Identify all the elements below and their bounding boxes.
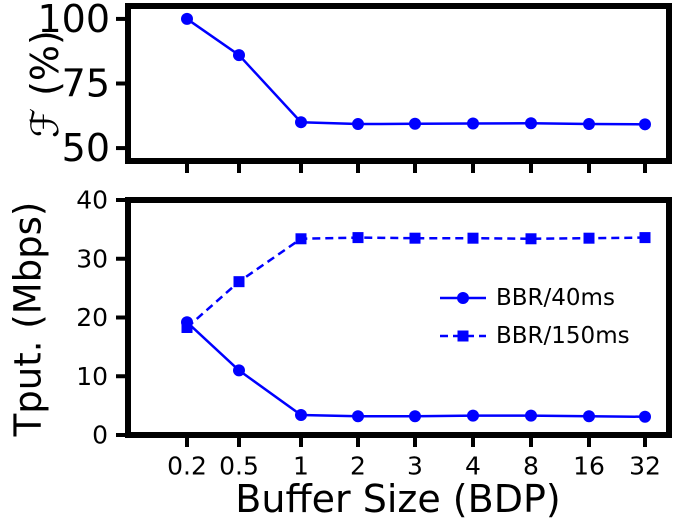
x-tick-label: 2 <box>350 452 366 481</box>
data-point-circle <box>467 117 479 130</box>
data-point-square <box>525 233 537 245</box>
legend: BBR/40ms BBR/150ms <box>440 285 630 349</box>
bottom-series <box>181 232 651 423</box>
y-tick-label: 75 <box>62 62 110 106</box>
y-tick-label: 10 <box>76 362 108 391</box>
data-point-circle <box>639 410 651 423</box>
data-point-circle <box>352 118 364 131</box>
data-point-circle <box>525 409 537 422</box>
x-tick-label: 0.5 <box>219 452 259 481</box>
x-tick-label: 16 <box>573 452 605 481</box>
data-point-square <box>639 232 651 244</box>
data-point-square <box>583 232 595 244</box>
x-axis-label: Buffer Size (BDP) <box>235 477 560 521</box>
data-point-circle <box>583 118 595 131</box>
data-point-circle <box>639 118 651 131</box>
data-point-circle <box>295 116 307 129</box>
x-tick-label: 8 <box>523 452 539 481</box>
data-point-square <box>233 276 245 288</box>
data-point-circle <box>352 410 364 423</box>
x-tick-label: 3 <box>407 452 423 481</box>
data-point-square <box>409 232 421 244</box>
bottom-x-ticks: 0.2 0.5 1 2 3 4 8 16 32 <box>167 435 661 481</box>
x-tick-label: 1 <box>293 452 309 481</box>
x-tick-label: 0.2 <box>167 452 207 481</box>
data-point-circle <box>233 49 245 62</box>
legend-entry-bbr-40ms: BBR/40ms <box>440 285 615 311</box>
data-point-circle <box>409 117 421 130</box>
y-tick-label: 30 <box>76 244 108 273</box>
x-tick-label: 4 <box>465 452 481 481</box>
series-line-0-0 <box>186 17 646 126</box>
bottom-y-ticks: 0 10 20 30 40 <box>76 186 128 450</box>
data-point-square <box>352 232 364 244</box>
data-point-square <box>295 233 307 245</box>
y-tick-label: 50 <box>62 126 110 170</box>
data-point-circle <box>181 12 193 25</box>
top-y-axis-label: ℱ (%) <box>23 30 67 138</box>
legend-entry-bbr-150ms: BBR/150ms <box>440 323 630 349</box>
series-line-1-1 <box>186 236 646 329</box>
legend-marker-bbr-150ms <box>457 330 469 342</box>
y-tick-label: 100 <box>37 0 110 41</box>
data-point-circle <box>233 364 245 377</box>
data-point-square <box>181 321 193 333</box>
y-tick-label: 40 <box>76 186 108 215</box>
data-point-circle <box>583 410 595 423</box>
top-plot-frame <box>125 3 672 164</box>
y-tick-label: 0 <box>92 421 108 450</box>
bottom-y-axis-label: Tput. (Mbps) <box>7 202 50 438</box>
top-series <box>181 12 651 131</box>
legend-label-bbr-150ms: BBR/150ms <box>496 323 630 349</box>
top-panel: 50 75 100 ℱ (%) <box>23 0 672 173</box>
legend-label-bbr-40ms: BBR/40ms <box>496 285 615 311</box>
x-tick-label: 32 <box>629 452 661 481</box>
data-point-circle <box>467 409 479 422</box>
data-point-circle <box>525 117 537 130</box>
top-x-ticks <box>185 161 647 173</box>
y-tick-label: 20 <box>76 303 108 332</box>
data-point-circle <box>409 410 421 423</box>
data-point-square <box>467 232 479 244</box>
data-point-circle <box>295 409 307 422</box>
top-y-ticks: 50 75 100 <box>37 0 128 170</box>
legend-marker-bbr-40ms <box>457 292 469 304</box>
bottom-panel: 0 10 20 30 40 0.2 0.5 1 2 3 4 8 16 32 Tput. (Mbps) B… <box>7 186 672 521</box>
